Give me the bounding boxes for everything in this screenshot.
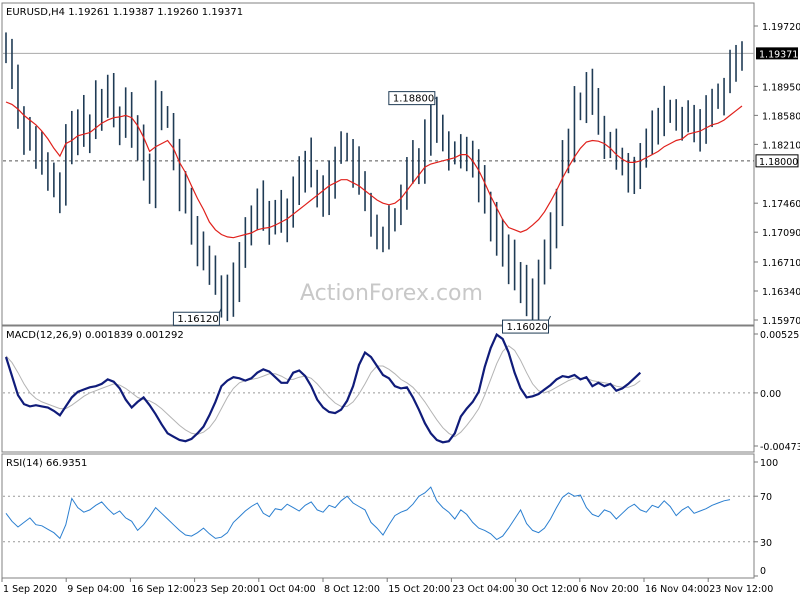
- price-y-tick-label: 1.18210: [762, 140, 800, 151]
- macd-panel-frame: [1, 325, 755, 453]
- watermark: ActionForex.com: [300, 281, 483, 306]
- level-line-box: [755, 154, 799, 168]
- annotation-box: [172, 311, 220, 326]
- macd-panel: 0.00525 0.00 -0.004732: [3, 330, 800, 453]
- time-tick-label: 30 Oct 12:00: [517, 584, 579, 595]
- macd-panel-title: MACD(12,26,9) 0.001839 0.001292: [6, 330, 184, 341]
- time-tick-label: 16 Sep 12:00: [131, 584, 194, 595]
- rsi-y-tick-label: 30: [760, 538, 772, 549]
- rsi-y-tick-label: 100: [760, 458, 778, 469]
- macd-line: [4, 332, 642, 444]
- price-bars: [5, 32, 743, 324]
- annotation-leader: [548, 315, 551, 321]
- moving-average-line: [5, 101, 743, 239]
- annotation-label: 1.16020: [507, 322, 548, 333]
- current-price-label: 1.19371: [759, 49, 798, 60]
- time-tick-label: 23 Oct 04:00: [452, 584, 514, 595]
- rsi-panel: 100 70 30 0: [3, 458, 778, 577]
- time-tick-label: 6 Nov 20:00: [581, 584, 639, 595]
- annotation-leader: [218, 308, 222, 313]
- rsi-y-tick-label: 0: [760, 566, 766, 577]
- level-line-label: 1.18000: [759, 157, 798, 168]
- time-tick-label: 23 Sep 20:00: [196, 584, 259, 595]
- time-tick-label: 23 Nov 12:00: [709, 584, 773, 595]
- price-y-tick-label: 1.18580: [762, 111, 800, 122]
- rsi-line: [5, 486, 731, 541]
- time-tick-label: 16 Nov 04:00: [645, 584, 709, 595]
- price-panel: 1.19720 1.18950 1.18580 1.18210 1.17460 1.170…: [3, 22, 800, 334]
- rsi-panel-frame: [1, 453, 755, 579]
- price-y-tick-label: 1.15970: [762, 316, 800, 327]
- time-tick-label: 9 Sep 04:00: [67, 584, 124, 595]
- macd-y-tick-label: -0.004732: [760, 442, 800, 453]
- price-y-tick-label: 1.17090: [762, 228, 800, 239]
- annotation-label: 1.18800: [393, 94, 434, 105]
- rsi-panel-title: RSI(14) 66.9351: [6, 458, 87, 469]
- macd-y-tick-label: 0.00525: [760, 330, 799, 341]
- price-y-tick-label: 1.16340: [762, 287, 800, 298]
- price-y-tick-label: 1.19720: [762, 22, 800, 33]
- time-tick-label: 15 Oct 20:00: [388, 584, 450, 595]
- macd-signal-line: [5, 345, 641, 438]
- time-axis: 1 Sep 2020 9 Sep 04:00 16 Sep 12:00 23 Sep …: [1, 578, 773, 595]
- rsi-y-tick-label: 70: [760, 492, 772, 503]
- annotation-box: [502, 319, 550, 334]
- annotation-label: 1.16120: [177, 314, 218, 325]
- time-tick-label: 1 Sep 2020: [3, 584, 57, 595]
- price-y-tick-label: 1.18950: [762, 82, 800, 93]
- macd-y-tick-label: 0.00: [760, 389, 781, 400]
- time-tick-label: 8 Oct 12:00: [324, 584, 380, 595]
- time-tick-label: 1 Oct 04:00: [260, 584, 316, 595]
- price-y-tick-label: 1.17460: [762, 199, 800, 210]
- price-y-tick-label: 1.16710: [762, 258, 800, 269]
- current-price-box: [756, 47, 798, 60]
- price-panel-title: EURUSD,H4 1.19261 1.19387 1.19260 1.1937…: [6, 7, 243, 18]
- price-panel-frame: [1, 2, 755, 326]
